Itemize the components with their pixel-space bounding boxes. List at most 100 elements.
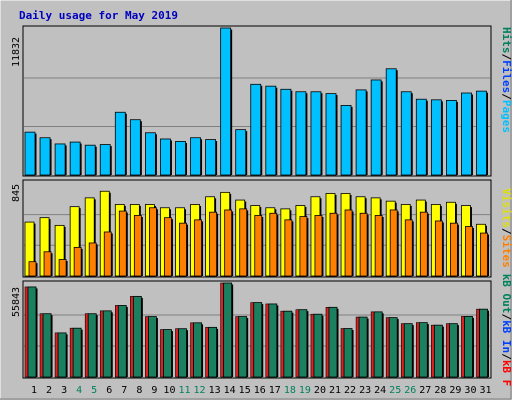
bar-kbytes-day-30: [461, 316, 474, 378]
bar-kbf-day-6: [99, 310, 104, 378]
bar-hits-day-12-shadow: [200, 139, 203, 175]
bar-hits-day-7-body: [114, 111, 126, 176]
bar-hits-day-24: [370, 79, 383, 176]
bar-hits-day-17: [265, 85, 278, 176]
bar-kbf-day-10: [160, 329, 164, 378]
bar-kbytes-shadow-18: [291, 312, 294, 377]
bar-kbout-day-31: [479, 308, 488, 378]
bar-kbf-day-4: [69, 327, 74, 378]
bar-kbytes-shadow-8: [141, 297, 143, 377]
bar-kbout-day-27: [418, 322, 428, 378]
bar-hits-day-30-body: [461, 92, 472, 176]
bar-kbout-day-29: [448, 323, 458, 378]
x-tick-label-day-26: 26: [404, 385, 416, 396]
bar-kbf-day-15: [235, 316, 239, 378]
bar-sites-day-31-shadow: [487, 234, 489, 276]
chart-title: Daily usage for May 2019: [19, 9, 178, 22]
bar-hits-day-28-body: [430, 99, 442, 176]
bar-kbf-day-7: [115, 305, 119, 378]
bar-sites-day-22-body: [344, 209, 353, 277]
bar-hits-day-29-body: [445, 100, 457, 176]
bar-hits-day-9-shadow: [155, 134, 157, 175]
bar-sites-day-18: [284, 219, 294, 277]
bar-kbout-day-1: [27, 286, 37, 378]
bar-hits-day-26-shadow: [411, 93, 413, 175]
bar-kbytes-shadow-6: [111, 312, 113, 377]
bar-kbout-day-22: [343, 328, 353, 378]
bar-kbout-day-25: [388, 317, 398, 378]
bar-hits-day-13: [205, 139, 218, 176]
legend-pages-item: Pages: [500, 100, 512, 133]
bar-kbout-day-23: [358, 316, 368, 378]
bar-hits-day-5: [84, 144, 97, 176]
bar-hits-day-15-shadow: [245, 131, 248, 175]
bar-kbout-day-9: [147, 316, 157, 378]
bar-kbytes-day-19: [295, 309, 309, 378]
bar-hits-day-12: [190, 137, 203, 176]
bar-hits-day-12-body: [190, 137, 201, 176]
bar-kbytes-shadow-7: [126, 306, 128, 377]
bar-kbytes-day-9: [145, 316, 158, 378]
bar-hits-day-11: [175, 141, 187, 176]
x-tick-label-day-5: 5: [91, 385, 97, 396]
bar-hits-day-19-shadow: [305, 93, 308, 175]
x-tick-label-day-27: 27: [419, 385, 431, 396]
bar-sites-day-30: [465, 226, 474, 277]
bar-hits-day-29-shadow: [456, 101, 458, 175]
bar-kbf-day-1: [24, 286, 29, 378]
bar-sites-day-7: [118, 210, 128, 277]
bar-kbytes-day-13: [205, 326, 219, 378]
bar-hits-day-9-body: [144, 132, 156, 176]
bar-kbytes-day-31: [476, 308, 489, 378]
bar-hits-day-10: [160, 138, 172, 176]
bar-hits-day-22-body: [340, 105, 352, 176]
bar-hits-day-20-shadow: [320, 93, 323, 175]
bar-kbf-day-5: [84, 313, 89, 378]
bar-sites-day-20-body: [314, 215, 323, 277]
bar-hits-day-7-shadow: [125, 113, 127, 175]
x-tick-label-day-18: 18: [284, 385, 296, 396]
bar-kbf-day-31: [476, 308, 480, 378]
bar-kbout-day-13: [208, 326, 218, 378]
legend-sep: /: [500, 353, 512, 360]
bar-sites-day-16-body: [254, 215, 263, 277]
x-tick-label-day-14: 14: [224, 385, 236, 396]
bar-hits-day-17-shadow: [275, 87, 278, 175]
bar-hits-day-29: [445, 100, 458, 176]
bar-sites-day-21-shadow: [337, 214, 339, 276]
bar-hits-day-22: [340, 105, 353, 176]
bar-kbytes-shadow-20: [321, 315, 324, 377]
bar-sites-day-26-shadow: [412, 221, 414, 276]
bar-kbytes-shadow-30: [472, 317, 474, 377]
bar-hits-day-4: [69, 141, 82, 176]
bar-sites-day-15-shadow: [246, 210, 249, 276]
bar-kbytes-shadow-16: [261, 304, 264, 377]
x-tick-label-day-19: 19: [299, 385, 311, 396]
bar-sites-day-11: [179, 222, 188, 277]
legend-files-item: Files: [500, 60, 512, 93]
bar-sites-day-27-body: [419, 211, 428, 277]
bar-hits-day-17-body: [265, 85, 277, 176]
bar-kbytes-shadow-25: [397, 319, 399, 377]
bar-visits-day-5-shadow: [94, 199, 96, 276]
bar-hits-day-10-shadow: [170, 140, 172, 175]
bar-sites-day-12: [194, 219, 204, 277]
bar-kbytes-shadow-27: [427, 324, 429, 377]
bar-kbytes-shadow-21: [337, 308, 339, 377]
x-tick-label-day-3: 3: [61, 385, 67, 396]
bar-sites-day-2-shadow: [51, 253, 53, 276]
bar-hits-day-28: [430, 99, 443, 176]
bar-kbytes-day-27: [415, 322, 429, 378]
bar-kbout-day-10: [163, 329, 172, 378]
bar-sites-day-20: [314, 215, 324, 277]
legend-kbytes: kB Out/kB In/kB F: [500, 274, 512, 387]
bar-sites-day-1: [28, 261, 38, 277]
bar-kbf-day-2: [39, 313, 44, 378]
legend-sep: /: [500, 54, 512, 61]
bar-kbout-day-17: [268, 303, 278, 378]
bar-sites-day-3-body: [58, 259, 67, 277]
bar-kbout-day-3: [57, 332, 67, 378]
bar-kbout-day-30: [464, 316, 473, 378]
bar-kbytes-shadow-26: [412, 325, 414, 377]
bar-hits-day-18-body: [280, 88, 292, 176]
